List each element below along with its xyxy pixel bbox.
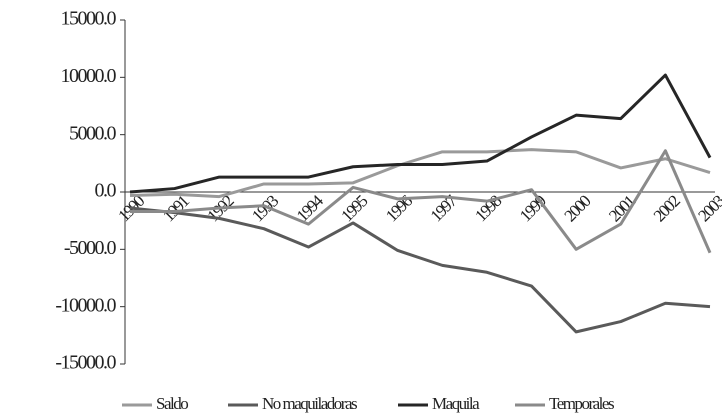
y-tick-label: 15000.0 (61, 8, 117, 30)
x-tick-label: 2000 (561, 191, 595, 225)
x-tick-label: 2002 (650, 191, 684, 225)
legend-label: No maquiladoras (262, 394, 357, 413)
series-line (129, 148, 711, 199)
y-tick-label: -15000.0 (55, 352, 116, 374)
y-tick-label: 0.0 (95, 180, 117, 202)
x-tick-label: 2003 (694, 191, 722, 225)
y-tick-label: -10000.0 (55, 294, 116, 316)
x-tick-label: 1993 (248, 191, 282, 225)
y-tick-label: -5000.0 (64, 237, 117, 259)
legend-label: Temporales (549, 394, 614, 413)
legend-label: Maquila (432, 394, 480, 413)
y-tick-label: 10000.0 (61, 65, 117, 87)
series-line (129, 73, 712, 194)
legend-label: Saldo (156, 394, 188, 413)
x-tick-label: 1991 (159, 191, 193, 225)
series-line (129, 206, 711, 334)
series-line (130, 149, 712, 254)
y-tick-label: 5000.0 (69, 122, 117, 144)
